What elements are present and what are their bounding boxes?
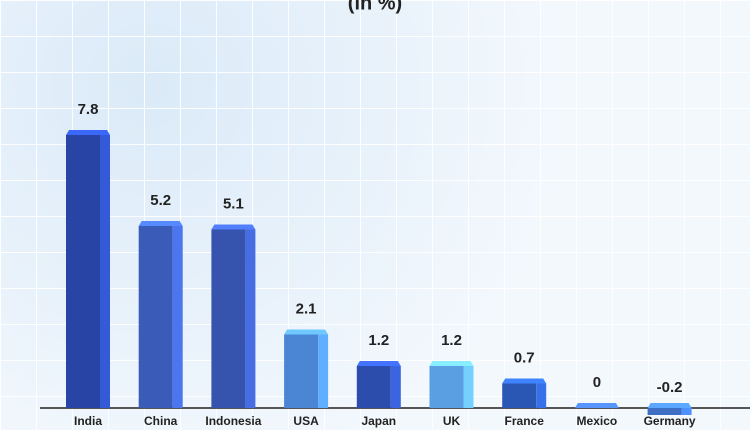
bar	[211, 224, 256, 408]
value-label: 5.2	[150, 192, 171, 209]
value-label: 0	[593, 374, 601, 391]
bar	[66, 130, 110, 408]
bar	[574, 403, 619, 408]
bar	[647, 403, 692, 415]
bar	[138, 221, 183, 408]
x-tick-label: India	[74, 414, 102, 428]
value-label: 1.2	[368, 332, 389, 349]
x-tick-label: France	[505, 414, 545, 428]
value-label: 2.1	[296, 300, 317, 317]
bar	[502, 378, 547, 408]
chart-title: (in %)	[348, 0, 402, 14]
value-label: 5.1	[223, 195, 244, 212]
x-tick-label: Japan	[361, 414, 396, 428]
x-tick-label: Mexico	[577, 414, 618, 428]
x-tick-label: Germany	[644, 414, 696, 428]
bar	[429, 361, 474, 408]
value-label: 1.2	[441, 332, 462, 349]
x-tick-label: Indonesia	[205, 414, 261, 428]
value-label: 0.7	[514, 349, 535, 366]
bar	[284, 329, 329, 408]
x-tick-label: China	[144, 414, 178, 428]
x-tick-label: USA	[293, 414, 319, 428]
bar	[356, 361, 401, 408]
value-label: 7.8	[78, 101, 99, 118]
value-label: -0.2	[657, 379, 683, 396]
x-tick-label: UK	[443, 414, 461, 428]
